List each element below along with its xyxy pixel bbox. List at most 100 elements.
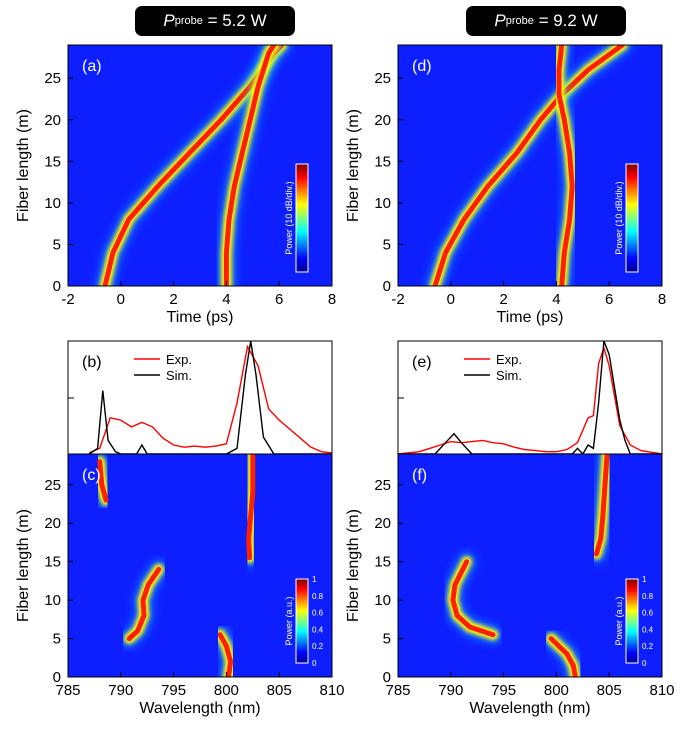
x-tick-label: 800 bbox=[544, 682, 569, 699]
y-tick-label: 10 bbox=[374, 195, 391, 212]
x-tick-label: 795 bbox=[491, 682, 516, 699]
colorbar-tick: 0.6 bbox=[312, 609, 324, 618]
x-tick-label: 0 bbox=[117, 291, 125, 308]
x-tick-label: 8 bbox=[328, 291, 336, 308]
colorbar-tick: 0.4 bbox=[312, 625, 324, 634]
plot-frame bbox=[397, 453, 663, 678]
plot-frame bbox=[67, 453, 333, 678]
x-tick-label: 2 bbox=[169, 291, 177, 308]
y-tick-label: 10 bbox=[374, 592, 391, 609]
colorbar-tick: 0.2 bbox=[312, 642, 324, 651]
y-tick-label: 0 bbox=[383, 669, 391, 686]
panel-label: (d) bbox=[412, 58, 432, 75]
x-tick-label: 805 bbox=[597, 682, 622, 699]
y-tick-label: 15 bbox=[44, 153, 61, 170]
colorbar-tick: 0 bbox=[642, 659, 647, 668]
panel-label: (b) bbox=[82, 354, 102, 371]
x-tick-label: 810 bbox=[649, 682, 674, 699]
y-tick-label: 5 bbox=[53, 236, 61, 253]
heatmap-panel: 0 0.2 0.4 0.6 0.8 1 Power (a.u.) bbox=[398, 454, 662, 677]
plot-frame bbox=[397, 44, 663, 287]
x-axis-label: Time (ps) bbox=[167, 309, 234, 326]
x-tick-label: 6 bbox=[275, 291, 283, 308]
spectrum-background bbox=[68, 341, 332, 454]
colorbar-tick: 0.4 bbox=[642, 625, 654, 634]
y-tick-label: 5 bbox=[383, 236, 391, 253]
p-subscript: probe bbox=[505, 15, 534, 27]
y-tick-label: 15 bbox=[44, 554, 61, 571]
y-axis-label: Fiber length (m) bbox=[345, 509, 362, 622]
series-line-exp bbox=[88, 344, 333, 454]
trace-pulse-1 bbox=[432, 45, 625, 286]
y-tick-label: 5 bbox=[53, 631, 61, 648]
power-value: = 5.2 W bbox=[202, 11, 267, 30]
legend-label: Exp. bbox=[496, 352, 522, 367]
y-tick-label: 20 bbox=[44, 112, 61, 129]
y-tick-label: 25 bbox=[374, 70, 391, 87]
p-label: P bbox=[163, 11, 175, 30]
panel-label: (c) bbox=[82, 467, 101, 484]
heatmap-panel: Power (10 dB/div.) bbox=[68, 45, 332, 286]
x-tick-label: 785 bbox=[385, 682, 410, 699]
x-tick-label: 795 bbox=[161, 682, 186, 699]
p-label: P bbox=[494, 11, 506, 30]
x-tick-label: 2 bbox=[499, 291, 507, 308]
x-tick-label: 805 bbox=[267, 682, 292, 699]
colorbar-tick: 0 bbox=[312, 659, 317, 668]
legend-label: Sim. bbox=[166, 368, 192, 383]
colorbar-tick: 1 bbox=[312, 575, 317, 584]
y-tick-label: 10 bbox=[44, 195, 61, 212]
x-tick-label: 4 bbox=[222, 291, 230, 308]
trace-middle bbox=[126, 566, 162, 642]
colorbar-tick: 0.8 bbox=[642, 592, 654, 601]
y-tick-label: 20 bbox=[374, 515, 391, 532]
y-tick-label: 10 bbox=[44, 592, 61, 609]
y-tick-label: 25 bbox=[374, 477, 391, 494]
plot-frame bbox=[67, 44, 333, 287]
x-axis-label: Wavelength (nm) bbox=[469, 700, 590, 717]
y-tick-label: 5 bbox=[383, 631, 391, 648]
trace-pump bbox=[217, 632, 234, 677]
trace-pump bbox=[548, 636, 578, 677]
colorbar bbox=[625, 578, 639, 664]
trace-short-wave bbox=[97, 459, 109, 503]
heatmap-panel: Power (10 dB/div.) bbox=[398, 45, 662, 286]
heatmap-background bbox=[398, 454, 662, 677]
x-tick-label: 790 bbox=[438, 682, 463, 699]
power-value: = 9.2 W bbox=[533, 11, 598, 30]
y-tick-label: 20 bbox=[44, 515, 61, 532]
y-tick-label: 0 bbox=[383, 278, 391, 295]
spectrum-background bbox=[398, 341, 662, 454]
series-line-exp bbox=[397, 345, 663, 455]
heatmap-panel: 0 0.2 0.4 0.6 0.8 1 Power (a.u.) bbox=[68, 454, 332, 677]
colorbar-tick: 0.8 bbox=[312, 592, 324, 601]
y-tick-label: 25 bbox=[44, 70, 61, 87]
x-tick-label: -2 bbox=[391, 291, 404, 308]
series-line-sim bbox=[398, 340, 662, 456]
colorbar-tick: 0.6 bbox=[642, 609, 654, 618]
y-tick-label: 0 bbox=[53, 669, 61, 686]
legend-label: Sim. bbox=[496, 368, 522, 383]
x-tick-label: 6 bbox=[605, 291, 613, 308]
colorbar-tick: 0.2 bbox=[642, 642, 654, 651]
colorbar-label: Power (a.u.) bbox=[614, 596, 624, 645]
colorbar-tick: 1 bbox=[642, 575, 647, 584]
colorbar bbox=[295, 163, 309, 273]
x-tick-label: 4 bbox=[552, 291, 560, 308]
p-subscript: probe bbox=[174, 15, 203, 27]
y-tick-label: 15 bbox=[374, 153, 391, 170]
x-tick-label: 0 bbox=[447, 291, 455, 308]
y-tick-label: 20 bbox=[374, 112, 391, 129]
colorbar bbox=[625, 163, 639, 273]
trace-long-wave bbox=[594, 454, 610, 557]
x-tick-label: 810 bbox=[319, 682, 344, 699]
colorbar-label: Power (10 dB/div.) bbox=[614, 181, 624, 254]
y-axis-label: Fiber length (m) bbox=[15, 109, 32, 222]
y-tick-label: 15 bbox=[374, 554, 391, 571]
spectrum-panel: Exp.Sim. bbox=[397, 340, 663, 456]
